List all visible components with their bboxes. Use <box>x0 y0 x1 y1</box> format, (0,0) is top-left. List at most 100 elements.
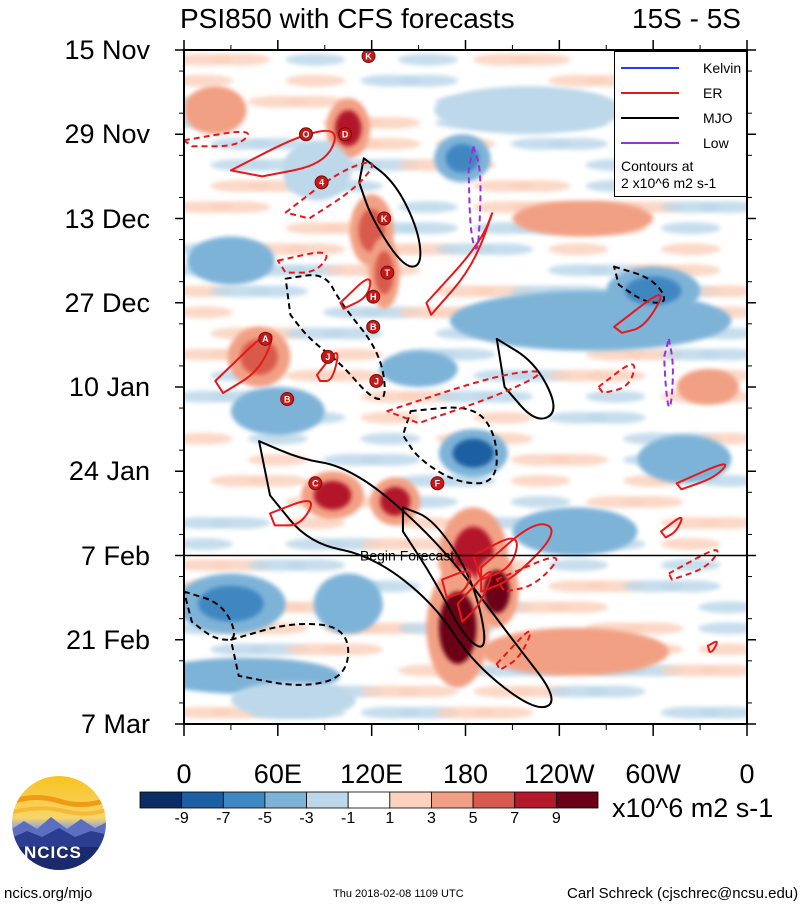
texture-patch <box>660 243 721 256</box>
storm-marker-label: K <box>381 214 388 224</box>
contour-er <box>229 129 336 178</box>
anomaly-patch <box>255 689 332 711</box>
colorbar-units: x10^6 m2 s-1 <box>612 793 774 823</box>
footer-author: Carl Schreck (cjschrec@ncsu.edu) <box>567 885 799 902</box>
texture-patch <box>473 390 534 403</box>
contour-er <box>339 278 372 310</box>
latitude-band-label: 15S - 5S <box>632 3 741 34</box>
texture-patch <box>397 685 458 698</box>
contour-mjo <box>358 157 422 268</box>
x-tick-label: 120W <box>524 759 595 789</box>
colorbar-label: 5 <box>468 810 478 827</box>
storm-marker-label: B <box>284 394 291 404</box>
storm-marker-symbol <box>314 175 329 190</box>
texture-patch <box>360 411 421 424</box>
storm-marker-symbol <box>369 373 384 388</box>
texture-patch <box>247 474 308 487</box>
texture-patch <box>548 601 609 614</box>
colorbar-label: -3 <box>299 810 314 827</box>
x-tick-label: 180 <box>442 759 489 789</box>
texture-patch <box>623 495 684 508</box>
storm-markers: K O D 4 K T H B A J J B C F <box>258 49 445 491</box>
contour-mjo <box>184 590 236 641</box>
contour-er <box>425 212 494 316</box>
storm-marker-label: C <box>312 479 319 489</box>
contour-er <box>613 294 662 334</box>
texture-patch <box>360 137 421 150</box>
texture-patch <box>698 348 747 361</box>
x-tick-label: 0 <box>176 759 192 789</box>
storm-marker-label: B <box>370 322 377 332</box>
storm-marker-symbol <box>430 476 445 491</box>
texture-patch <box>397 201 458 214</box>
contour-mjo <box>613 265 666 304</box>
storm-marker-symbol <box>377 211 392 226</box>
storm-marker-label: 4 <box>319 178 324 188</box>
contour-er <box>276 251 328 274</box>
texture-patch <box>660 559 721 572</box>
storm-marker-label: D <box>342 130 349 140</box>
colorbar-label: 1 <box>385 810 395 827</box>
anomaly-patch <box>445 143 480 173</box>
anomaly-patch <box>380 486 411 516</box>
contour-er <box>456 571 493 623</box>
anomaly-patch <box>689 376 727 398</box>
storm-marker-symbol <box>320 349 335 364</box>
storm-marker-label: F <box>435 479 441 489</box>
contour-er <box>184 130 249 148</box>
x-tick-label: 60W <box>625 759 681 789</box>
legend-item-er: ER <box>621 83 743 103</box>
anomaly-patch <box>518 637 632 667</box>
anomaly-patch <box>327 585 369 622</box>
contour-mjo <box>495 337 555 420</box>
texture-patch <box>360 432 421 445</box>
texture-patch <box>623 622 684 635</box>
colorbar-label: -1 <box>341 810 356 827</box>
y-tick-label: 15 Nov <box>64 35 150 65</box>
texture-patch <box>473 706 534 719</box>
y-tick-label: 7 Mar <box>80 709 150 739</box>
contour-mjo <box>229 622 350 686</box>
legend-swatch <box>621 92 679 94</box>
legend-item-low: Low <box>621 133 743 153</box>
texture-patch <box>698 664 747 677</box>
storm-marker-label: A <box>262 334 269 344</box>
footer-timestamp: Thu 2018-02-08 1109 UTC <box>333 888 464 900</box>
texture-patch <box>184 538 233 551</box>
storm-marker-symbol <box>280 392 295 407</box>
contour-er <box>386 370 540 425</box>
texture-patch <box>247 285 308 298</box>
anomaly-patch <box>249 396 306 426</box>
texture-patch <box>210 517 271 530</box>
y-tick-label: 21 Feb <box>65 624 150 655</box>
texture-patch <box>285 517 346 530</box>
y-tick-label: 24 Jan <box>68 456 150 487</box>
texture-patch <box>397 74 458 87</box>
texture-patch <box>435 348 496 361</box>
anomaly-patch <box>313 480 352 510</box>
storm-marker-label: O <box>302 130 309 140</box>
storm-marker-symbol <box>308 476 323 491</box>
legend-swatch <box>621 117 679 119</box>
y-tick-label: 7 Feb <box>80 540 150 571</box>
legend-swatch <box>621 142 679 144</box>
storm-marker-symbol <box>298 127 313 142</box>
texture-patch <box>360 453 421 466</box>
y-tick-label: 29 Nov <box>64 119 150 150</box>
ncics-logo <box>10 774 108 872</box>
storm-marker-label: H <box>370 292 377 302</box>
contour-mjo <box>258 440 553 709</box>
texture-patch <box>510 180 571 193</box>
anomaly-patch <box>537 516 613 546</box>
texture-patch <box>360 116 421 129</box>
texture-patch <box>184 432 233 445</box>
texture-patch <box>397 222 458 235</box>
texture-patch <box>585 411 646 424</box>
contour-er <box>269 499 313 527</box>
texture-patch <box>210 53 271 66</box>
anomaly-patch <box>196 95 235 125</box>
texture-patch <box>473 243 534 256</box>
texture-patch <box>698 517 747 530</box>
